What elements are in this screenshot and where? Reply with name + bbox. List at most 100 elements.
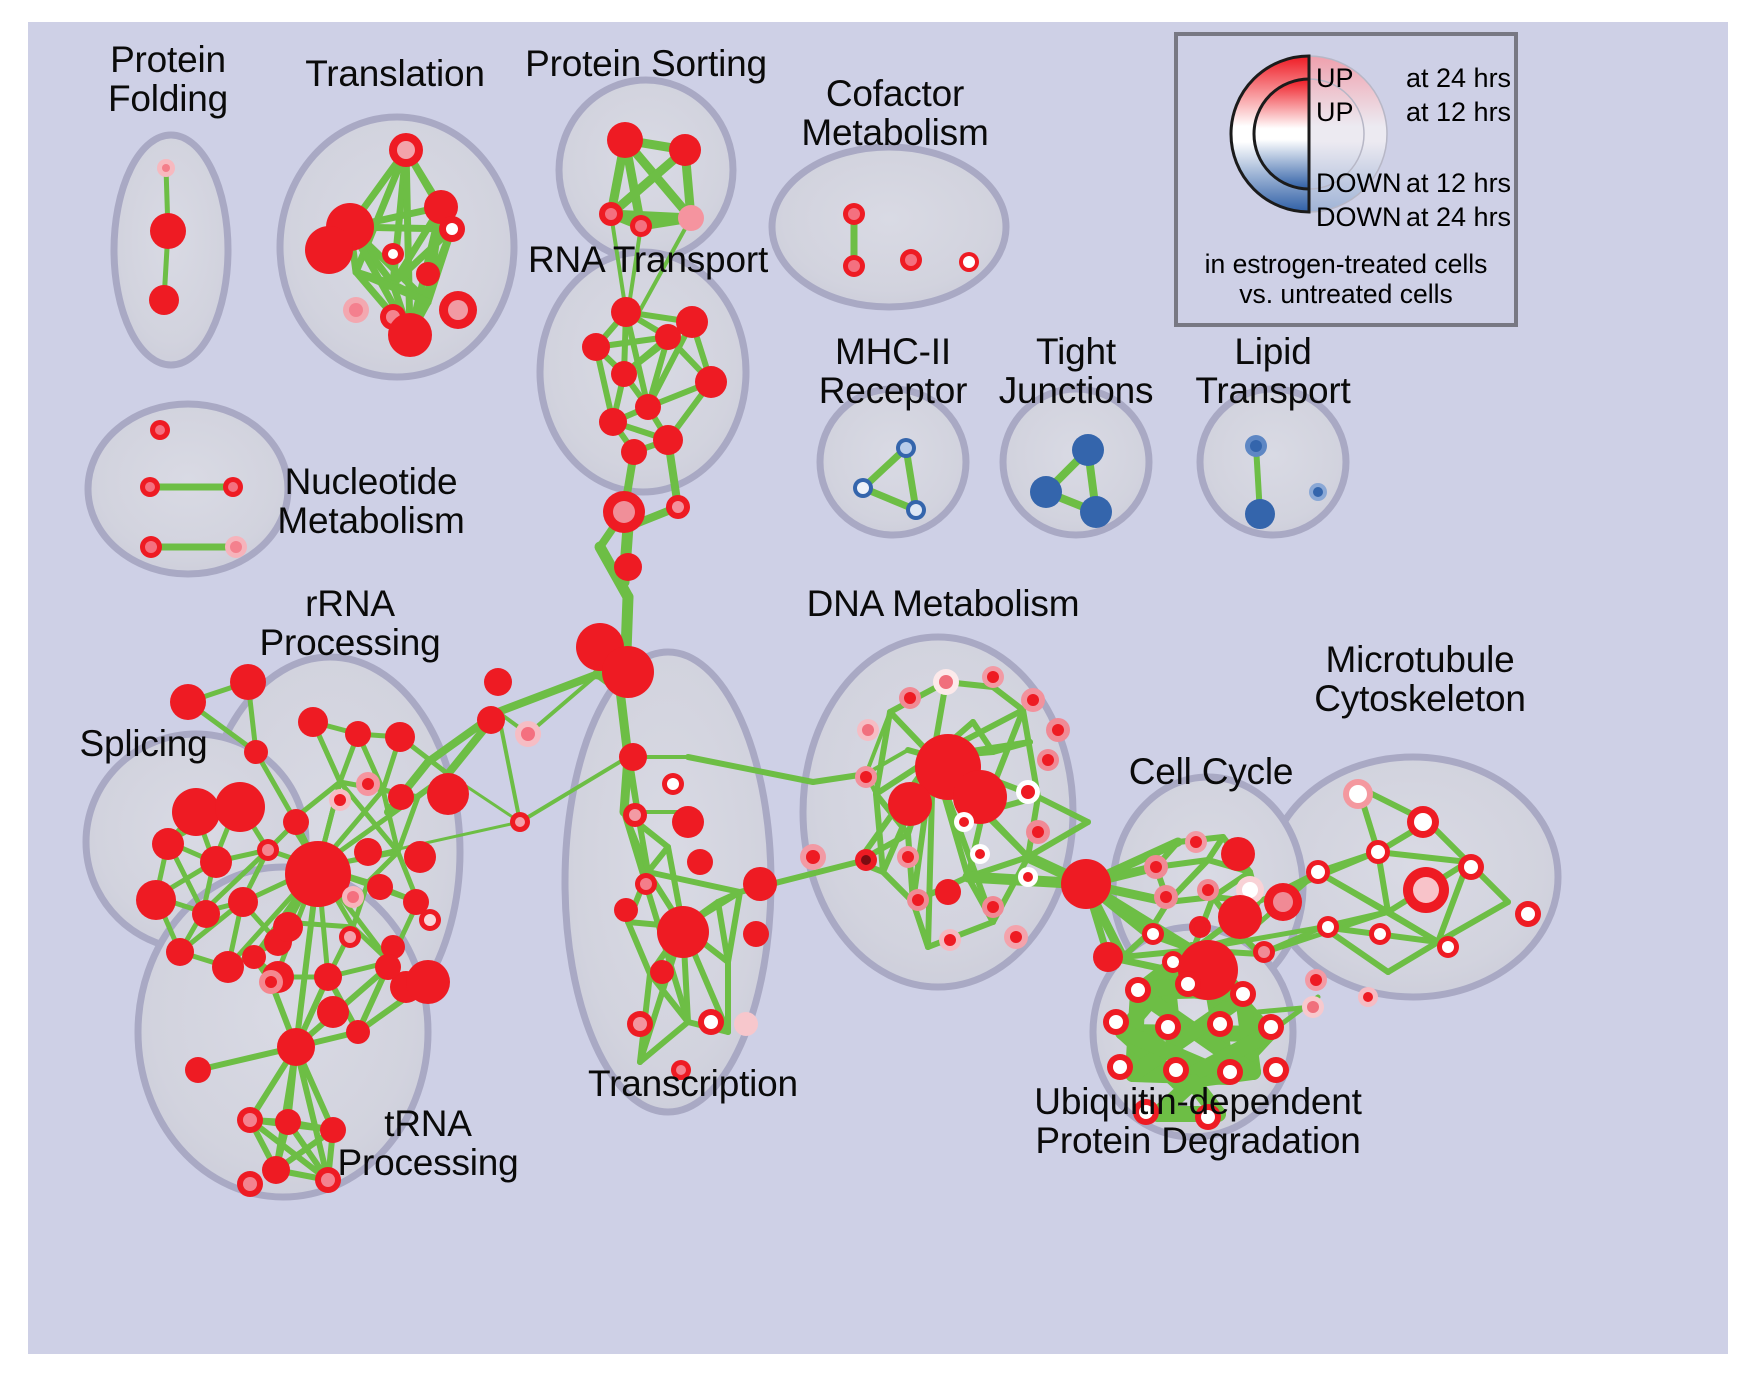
- node: [687, 849, 713, 875]
- node: [259, 970, 283, 994]
- node: [356, 772, 380, 796]
- legend-row-2-time: at 12 hrs: [1406, 168, 1512, 198]
- node: [607, 122, 643, 158]
- node: [1144, 855, 1168, 879]
- node: [1163, 1057, 1189, 1083]
- node: [149, 285, 179, 315]
- node: [671, 1060, 691, 1080]
- node: [1458, 854, 1484, 880]
- node: [599, 202, 623, 226]
- node: [1018, 867, 1038, 887]
- node: [603, 491, 645, 533]
- node: [672, 806, 704, 838]
- node: [1302, 996, 1324, 1018]
- node: [140, 477, 160, 497]
- node: [212, 951, 244, 983]
- node: [611, 297, 641, 327]
- node: [1155, 1014, 1181, 1040]
- node: [419, 909, 441, 931]
- node: [855, 766, 877, 788]
- node: [619, 743, 647, 771]
- node: [346, 1020, 370, 1044]
- node: [427, 773, 469, 815]
- legend-row-2-direction: DOWN: [1316, 168, 1402, 198]
- node: [1046, 718, 1070, 742]
- node: [1093, 942, 1123, 972]
- node: [1358, 987, 1378, 1007]
- node: [354, 838, 382, 866]
- node: [1021, 688, 1045, 712]
- nodes: [136, 122, 1541, 1197]
- node: [172, 788, 220, 836]
- node: [1142, 923, 1164, 945]
- node: [477, 706, 505, 734]
- legend-row-3-direction: DOWN: [1316, 202, 1402, 232]
- node: [614, 898, 638, 922]
- node: [843, 203, 865, 225]
- node: [627, 1011, 653, 1037]
- node: [228, 887, 258, 917]
- node: [698, 1009, 724, 1035]
- node: [630, 215, 652, 237]
- node: [283, 809, 309, 835]
- legend-row-0-direction: UP: [1316, 63, 1354, 93]
- node: [273, 912, 303, 942]
- node: [1343, 779, 1373, 809]
- node: [1317, 916, 1339, 938]
- node: [1080, 496, 1112, 528]
- node: [1305, 969, 1327, 991]
- node: [1263, 1057, 1289, 1083]
- node: [244, 740, 268, 764]
- node: [1309, 483, 1327, 501]
- node: [1366, 840, 1390, 864]
- node: [1061, 859, 1111, 909]
- node: [896, 438, 916, 458]
- node: [1195, 1104, 1221, 1130]
- node: [657, 906, 709, 958]
- node: [743, 921, 769, 947]
- blob-protein-folding: [110, 131, 232, 369]
- node: [285, 841, 351, 907]
- node: [614, 553, 642, 581]
- node: [1264, 883, 1302, 921]
- node: [582, 333, 610, 361]
- node: [897, 846, 919, 868]
- legend-caption: in estrogen-treated cells vs. untreated …: [1204, 249, 1488, 310]
- node: [1306, 860, 1330, 884]
- node: [678, 205, 704, 231]
- node: [1245, 499, 1275, 529]
- node: [1004, 925, 1028, 949]
- node: [367, 874, 393, 900]
- node: [342, 886, 364, 908]
- node: [1369, 923, 1391, 945]
- node: [900, 249, 922, 271]
- node: [305, 226, 353, 274]
- node: [424, 190, 458, 224]
- node: [635, 394, 661, 420]
- node: [200, 846, 232, 878]
- node: [1175, 971, 1201, 997]
- node: [152, 828, 184, 860]
- node: [257, 839, 279, 861]
- node: [140, 536, 162, 558]
- node: [1030, 476, 1062, 508]
- node: [669, 134, 701, 166]
- node: [1107, 1054, 1133, 1080]
- node: [157, 159, 175, 177]
- node: [237, 1107, 263, 1133]
- blob-trna-processing: [134, 863, 432, 1201]
- node: [1125, 977, 1151, 1003]
- node: [484, 668, 512, 696]
- node: [1221, 837, 1255, 871]
- node: [510, 812, 530, 832]
- node: [275, 1109, 301, 1135]
- node: [1189, 916, 1211, 938]
- node: [298, 707, 328, 737]
- node: [1515, 901, 1541, 927]
- node: [406, 960, 450, 1004]
- node: [381, 935, 405, 959]
- node: [314, 963, 342, 991]
- node: [315, 1167, 341, 1193]
- node: [515, 721, 541, 747]
